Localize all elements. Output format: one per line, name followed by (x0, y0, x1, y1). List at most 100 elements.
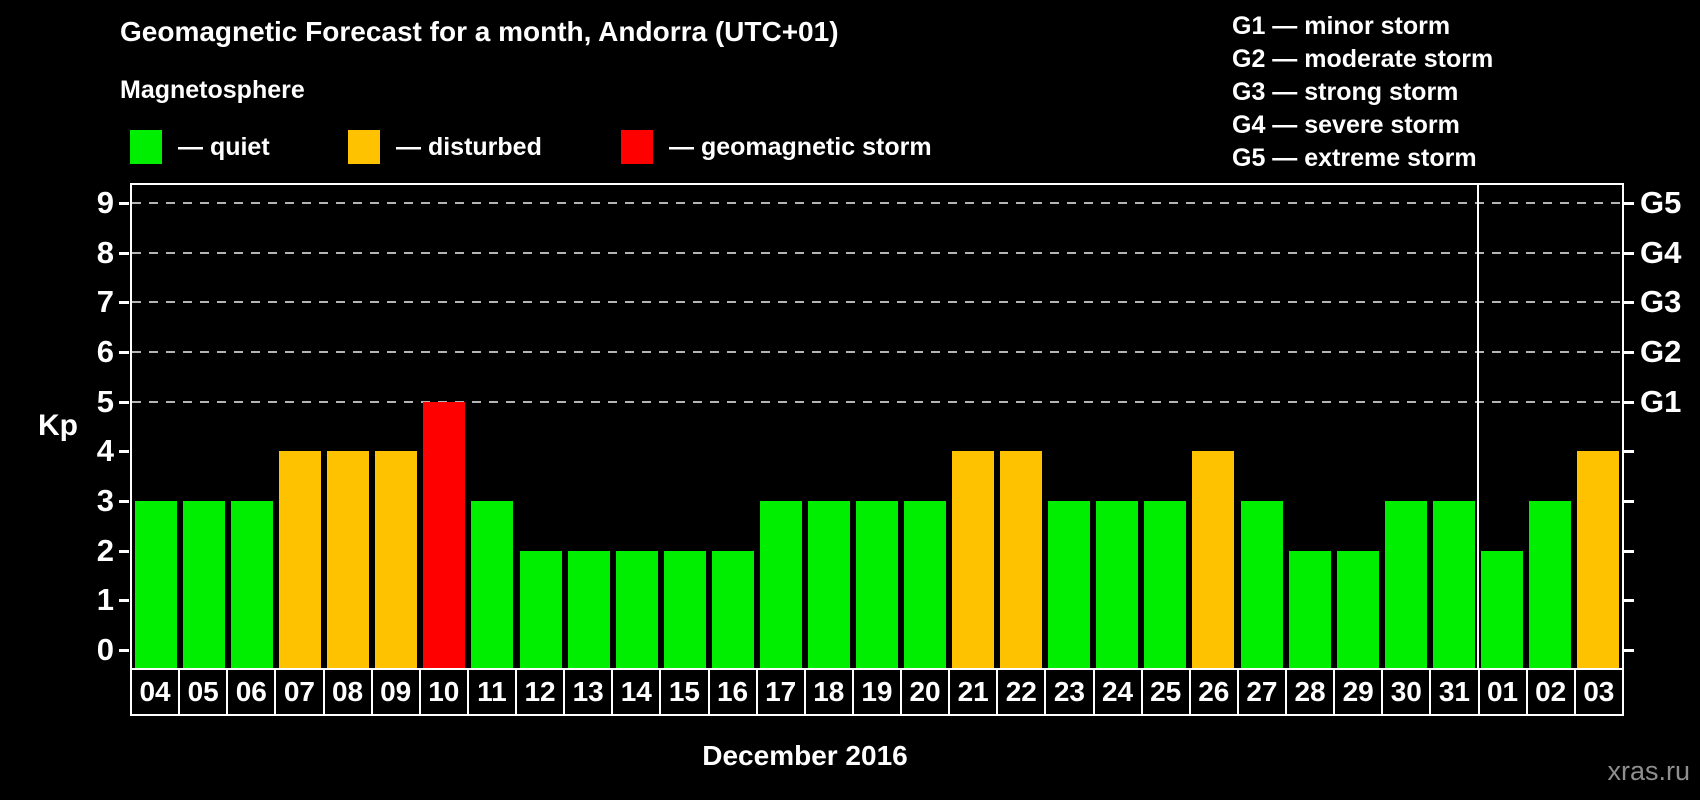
kp-bar-20 (904, 501, 947, 668)
legend-label-storm: — geomagnetic storm (669, 132, 932, 161)
kp-bar-03 (1576, 451, 1619, 668)
magnetosphere-label: Magnetosphere (120, 76, 305, 104)
legend-item-storm: — geomagnetic storm (621, 129, 932, 165)
date-cell-07: 07 (276, 670, 325, 714)
right-tick-kp-3 (1624, 500, 1634, 503)
kp-bar-13 (567, 550, 610, 668)
g-legend-item-g2: G2 — moderate storm (1232, 45, 1494, 73)
right-tick-kp-0 (1624, 649, 1634, 652)
right-tick-kp-4 (1624, 450, 1634, 454)
legend-label-quiet: — quiet (178, 132, 270, 161)
right-axis-label-g2: G2 (1640, 334, 1682, 369)
kp-bar-11 (471, 501, 514, 668)
date-cell-20: 20 (902, 670, 951, 714)
quiet-color-swatch (130, 130, 162, 164)
left-tick-kp-0 (119, 649, 129, 652)
y-axis-label-8: 8 (96, 234, 114, 270)
right-tick-kp-5 (1624, 400, 1634, 404)
y-axis-label-4: 4 (96, 433, 114, 469)
month-label: December 2016 (702, 740, 908, 771)
date-cell-02: 02 (1528, 670, 1576, 714)
date-cell-29: 29 (1335, 670, 1384, 714)
kp-bar-30 (1384, 501, 1427, 668)
date-cell-31: 31 (1431, 670, 1480, 714)
date-cell-15: 15 (661, 670, 710, 714)
kp-bar-22 (1000, 451, 1043, 668)
date-cell-30: 30 (1383, 670, 1432, 714)
y-axis-label-5: 5 (96, 383, 114, 419)
right-axis-label-g1: G1 (1640, 383, 1682, 419)
status-legend: — quiet — disturbed — geomagnetic storm (0, 129, 1700, 165)
kp-bar-23 (1048, 501, 1091, 668)
kp-bar-06 (231, 501, 274, 668)
kp-bar-09 (375, 451, 418, 668)
kp-bar-08 (327, 451, 370, 668)
date-cell-26: 26 (1191, 670, 1239, 714)
kp-bar-02 (1528, 501, 1571, 668)
date-cell-01: 01 (1480, 670, 1528, 714)
left-tick-kp-1 (119, 599, 129, 603)
plot-area (130, 183, 1624, 668)
right-tick-kp-9 (1624, 202, 1634, 205)
date-cell-08: 08 (325, 670, 373, 714)
kp-bar-16 (711, 550, 754, 668)
date-cell-21: 21 (950, 670, 999, 714)
x-axis-date-row: 04 05 06 07 08 09 10 11 12 13 14 15 16 17 18 19 20 21 22 23… (130, 668, 1624, 716)
date-cell-13: 13 (565, 670, 614, 714)
date-cell-28: 28 (1287, 670, 1336, 714)
kp-bar-07 (279, 451, 322, 668)
y-axis-label-7: 7 (96, 284, 114, 320)
y-axis-label-6: 6 (96, 334, 114, 369)
right-tick-kp-2 (1624, 549, 1634, 553)
gridline-kp-7 (132, 301, 1622, 304)
kp-bar-19 (856, 501, 898, 668)
kp-bar-05 (183, 501, 226, 668)
date-cell-14: 14 (613, 670, 662, 714)
kp-bar-27 (1240, 501, 1283, 668)
gridline-kp-9 (132, 202, 1622, 204)
left-tick-kp-5 (119, 400, 129, 404)
kp-bar-24 (1096, 501, 1139, 668)
legend-item-quiet: — quiet (130, 129, 270, 165)
kp-bar-31 (1432, 501, 1475, 668)
kp-bar-29 (1336, 550, 1379, 668)
kp-bar-12 (519, 550, 562, 668)
kp-bar-18 (807, 501, 850, 668)
date-cell-25: 25 (1143, 670, 1191, 714)
left-tick-kp-4 (119, 450, 129, 454)
right-tick-kp-7 (1624, 301, 1634, 305)
kp-bar-26 (1192, 451, 1235, 668)
left-tick-kp-7 (119, 301, 129, 305)
date-cell-03: 03 (1583, 676, 1615, 707)
g-scale-legend: G1 — minor storm G2 — moderate storm G3 … (1232, 10, 1493, 175)
legend-label-disturbed: — disturbed (396, 132, 542, 161)
y-axis-label-2: 2 (96, 532, 114, 568)
left-tick-kp-3 (119, 500, 129, 503)
left-tick-kp-6 (119, 351, 129, 354)
kp-bar-04 (135, 501, 178, 668)
kp-bar-10 (423, 401, 466, 668)
y-axis-label-1: 1 (96, 582, 114, 618)
disturbed-color-swatch (348, 130, 380, 164)
g-legend-item-g1: G1 — minor storm (1232, 12, 1451, 40)
page-title: Geomagnetic Forecast for a month, Andorr… (120, 16, 839, 47)
kp-bar-21 (952, 451, 995, 668)
gridline-kp-6 (132, 351, 1622, 353)
g-legend-item-g4: G4 — severe storm (1232, 111, 1460, 139)
left-tick-kp-9 (119, 202, 129, 205)
left-tick-kp-8 (119, 251, 129, 255)
date-cell-18: 18 (806, 670, 854, 714)
right-axis-label-g3: G3 (1640, 284, 1682, 320)
storm-color-swatch (621, 130, 653, 164)
date-cell-12: 12 (517, 670, 566, 714)
date-cell-23: 23 (1046, 670, 1095, 714)
right-tick-kp-8 (1624, 251, 1634, 255)
left-tick-kp-2 (119, 549, 129, 553)
y-axis-label-9: 9 (96, 185, 114, 220)
date-cell-17: 17 (758, 670, 806, 714)
kp-bar-17 (759, 501, 802, 668)
gridline-kp-5 (132, 400, 1622, 403)
kp-bar-28 (1288, 550, 1331, 668)
right-tick-kp-6 (1624, 351, 1634, 354)
